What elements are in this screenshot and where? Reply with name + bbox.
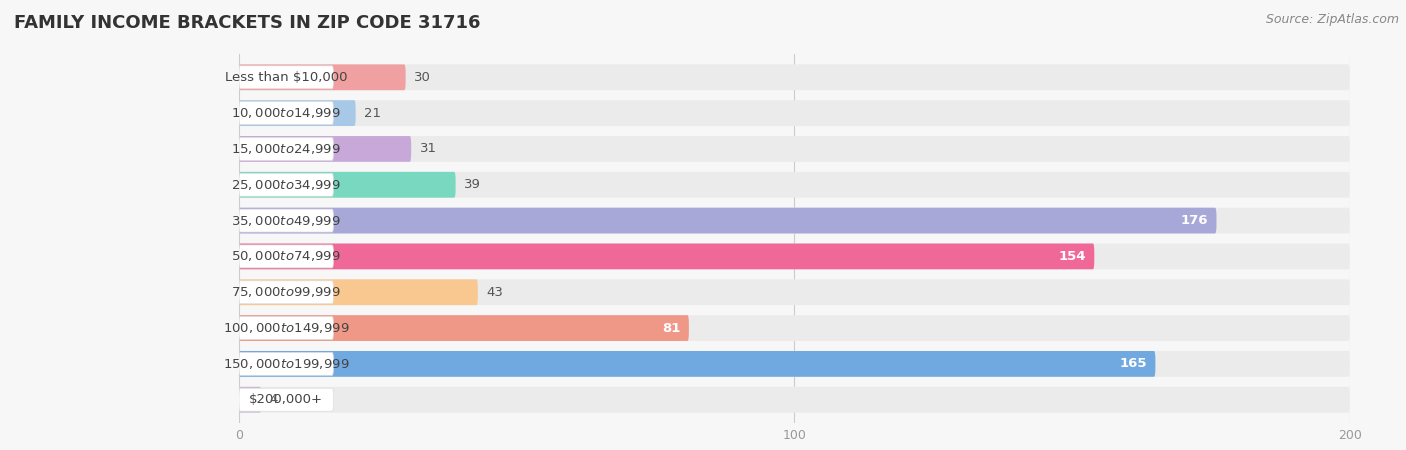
Text: FAMILY INCOME BRACKETS IN ZIP CODE 31716: FAMILY INCOME BRACKETS IN ZIP CODE 31716	[14, 14, 481, 32]
FancyBboxPatch shape	[239, 208, 1216, 234]
FancyBboxPatch shape	[239, 66, 333, 89]
FancyBboxPatch shape	[239, 351, 1350, 377]
FancyBboxPatch shape	[239, 136, 1350, 162]
Text: $35,000 to $49,999: $35,000 to $49,999	[232, 214, 342, 228]
FancyBboxPatch shape	[239, 281, 333, 304]
FancyBboxPatch shape	[239, 102, 333, 125]
FancyBboxPatch shape	[239, 279, 478, 305]
Text: Source: ZipAtlas.com: Source: ZipAtlas.com	[1265, 14, 1399, 27]
FancyBboxPatch shape	[239, 315, 689, 341]
FancyBboxPatch shape	[239, 279, 1350, 305]
FancyBboxPatch shape	[239, 388, 333, 411]
Text: $200,000+: $200,000+	[249, 393, 323, 406]
Text: $100,000 to $149,999: $100,000 to $149,999	[224, 321, 350, 335]
Text: $25,000 to $34,999: $25,000 to $34,999	[232, 178, 342, 192]
Text: 21: 21	[364, 107, 381, 120]
Text: 176: 176	[1181, 214, 1208, 227]
FancyBboxPatch shape	[239, 208, 1350, 234]
FancyBboxPatch shape	[239, 243, 1094, 269]
FancyBboxPatch shape	[239, 351, 1156, 377]
FancyBboxPatch shape	[239, 209, 333, 232]
Text: 81: 81	[662, 322, 681, 334]
Text: 154: 154	[1059, 250, 1085, 263]
Text: $50,000 to $74,999: $50,000 to $74,999	[232, 249, 342, 263]
FancyBboxPatch shape	[239, 64, 1350, 90]
Text: 165: 165	[1119, 357, 1147, 370]
FancyBboxPatch shape	[239, 317, 333, 340]
FancyBboxPatch shape	[239, 352, 333, 375]
Text: Less than $10,000: Less than $10,000	[225, 71, 347, 84]
Text: $75,000 to $99,999: $75,000 to $99,999	[232, 285, 342, 299]
Text: $10,000 to $14,999: $10,000 to $14,999	[232, 106, 342, 120]
FancyBboxPatch shape	[239, 137, 333, 160]
FancyBboxPatch shape	[239, 64, 406, 90]
Text: 31: 31	[419, 143, 436, 155]
FancyBboxPatch shape	[239, 243, 1350, 269]
Text: 4: 4	[270, 393, 278, 406]
FancyBboxPatch shape	[239, 100, 356, 126]
Text: $15,000 to $24,999: $15,000 to $24,999	[232, 142, 342, 156]
Text: $150,000 to $199,999: $150,000 to $199,999	[224, 357, 350, 371]
FancyBboxPatch shape	[239, 172, 456, 198]
FancyBboxPatch shape	[239, 315, 1350, 341]
FancyBboxPatch shape	[239, 100, 1350, 126]
FancyBboxPatch shape	[239, 172, 1350, 198]
Text: 30: 30	[413, 71, 430, 84]
FancyBboxPatch shape	[239, 173, 333, 196]
FancyBboxPatch shape	[239, 387, 1350, 413]
Text: 43: 43	[486, 286, 503, 299]
FancyBboxPatch shape	[239, 387, 262, 413]
Text: 39: 39	[464, 178, 481, 191]
FancyBboxPatch shape	[239, 136, 411, 162]
FancyBboxPatch shape	[239, 245, 333, 268]
